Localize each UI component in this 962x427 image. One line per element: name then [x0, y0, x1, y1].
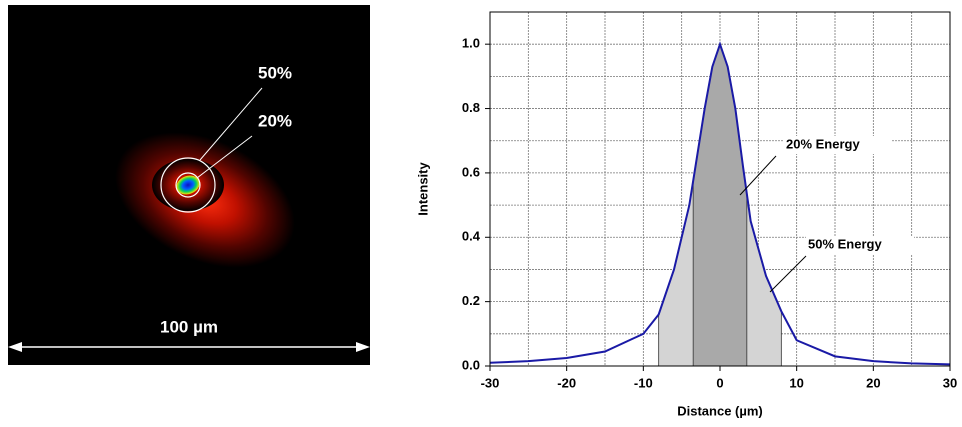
y-tick-label: 0.4: [462, 229, 481, 244]
label-20: 20%: [258, 111, 292, 130]
leader-line: [199, 87, 263, 161]
circle-20: [175, 172, 201, 198]
label-50: 50%: [258, 63, 292, 82]
annotation-bg: [784, 136, 892, 154]
x-tick-label: -10: [634, 375, 653, 390]
arrow-head: [356, 342, 370, 352]
chart: -30 -20 -10 0 10 20 30 0.0 0.2 0.4 0.6 0.8 1.0 Distan…: [415, 11, 957, 418]
beam-core: [176, 175, 200, 195]
x-tick-label: 20: [866, 375, 880, 390]
x-tick-label: 10: [789, 375, 803, 390]
x-tick-label: 0: [716, 375, 723, 390]
y-tick-label: 0.8: [462, 100, 480, 115]
x-tick-label: -20: [557, 375, 576, 390]
annotation: 50% Energy: [808, 236, 882, 251]
x-axis-label: Distance (µm): [677, 403, 763, 418]
beam-image: 50% 20% 100 µm: [8, 5, 370, 365]
energy-region: [692, 42, 748, 367]
y-tick-label: 0.0: [462, 357, 480, 372]
scale-label: 100 µm: [160, 317, 218, 336]
annotation: 20% Energy: [786, 136, 860, 151]
annotation-leader: [739, 155, 777, 196]
circle-50: [160, 157, 216, 213]
annotation-leader: [769, 255, 807, 293]
line: [489, 41, 951, 366]
leader-line: [196, 135, 253, 179]
y-tick-label: 0.6: [462, 164, 480, 179]
y-axis-label: Intensity: [415, 162, 430, 216]
y-tick-label: 0.2: [462, 293, 480, 308]
arrow-head: [8, 342, 22, 352]
annotation-bg: [806, 236, 914, 254]
x-tick-label: -30: [481, 375, 500, 390]
y-tick-label: 1.0: [462, 36, 480, 51]
x-tick-label: 30: [943, 375, 957, 390]
